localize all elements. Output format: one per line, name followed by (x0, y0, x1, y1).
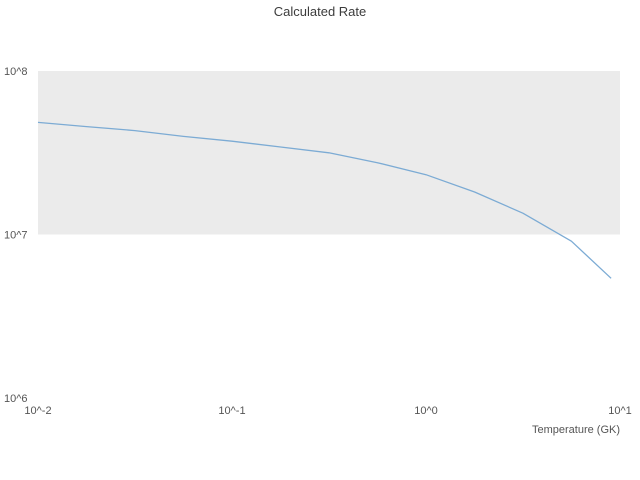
x-tick-label: 10^0 (414, 405, 438, 417)
calculated-rate-line (37, 121, 612, 279)
y-tick-label: 10^8 (4, 66, 28, 78)
x-axis-label: Temperature (GK) (532, 424, 620, 436)
y-axis-tick-labels: 10^8 10^7 10^6 (4, 66, 28, 405)
series-group (37, 121, 612, 279)
x-axis-tick-labels: 10^-2 10^-1 10^0 10^1 (24, 405, 631, 417)
y-tick-label: 10^7 (4, 230, 28, 242)
x-tick-label: 10^-1 (218, 405, 245, 417)
chart-title: Calculated Rate (273, 4, 367, 19)
x-tick-label: 10^-2 (24, 405, 51, 417)
x-tick-label: 10^1 (608, 405, 632, 417)
y-tick-label: 10^6 (4, 393, 28, 405)
